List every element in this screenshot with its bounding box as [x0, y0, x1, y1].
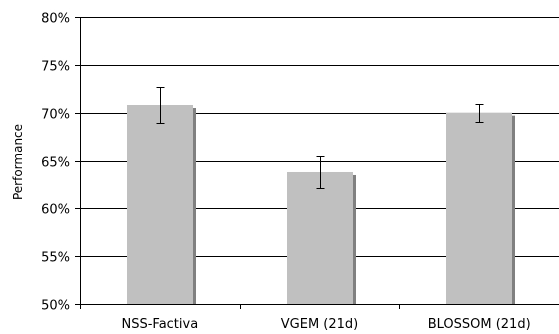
x-tick-label: BLOSSOM (21d)	[428, 317, 531, 332]
bar	[446, 112, 512, 305]
y-tick-labels: 50% 55% 60% 65% 70% 75% 80%	[41, 12, 70, 314]
y-axis-label: Performance	[11, 124, 25, 200]
y-tick-label: 80%	[41, 12, 70, 27]
y-tick-label: 70%	[41, 108, 70, 123]
bars	[127, 87, 515, 305]
x-tick-labels: NSS-Factiva VGEM (21d) BLOSSOM (21d)	[121, 317, 530, 332]
y-tick-label: 55%	[41, 251, 70, 266]
y-tick-label: 60%	[41, 203, 70, 218]
bar	[287, 171, 353, 304]
x-tick-label: NSS-Factiva	[121, 317, 198, 332]
bar-shadow	[352, 174, 356, 304]
y-tick-label: 75%	[41, 60, 70, 75]
x-tick-label: VGEM (21d)	[281, 317, 358, 332]
bar-shadow	[511, 115, 515, 305]
y-tick-label: 65%	[41, 156, 70, 171]
y-tick-label: 50%	[41, 299, 70, 314]
axes	[75, 17, 559, 309]
bar	[127, 105, 193, 304]
bar-shadow	[192, 108, 196, 304]
